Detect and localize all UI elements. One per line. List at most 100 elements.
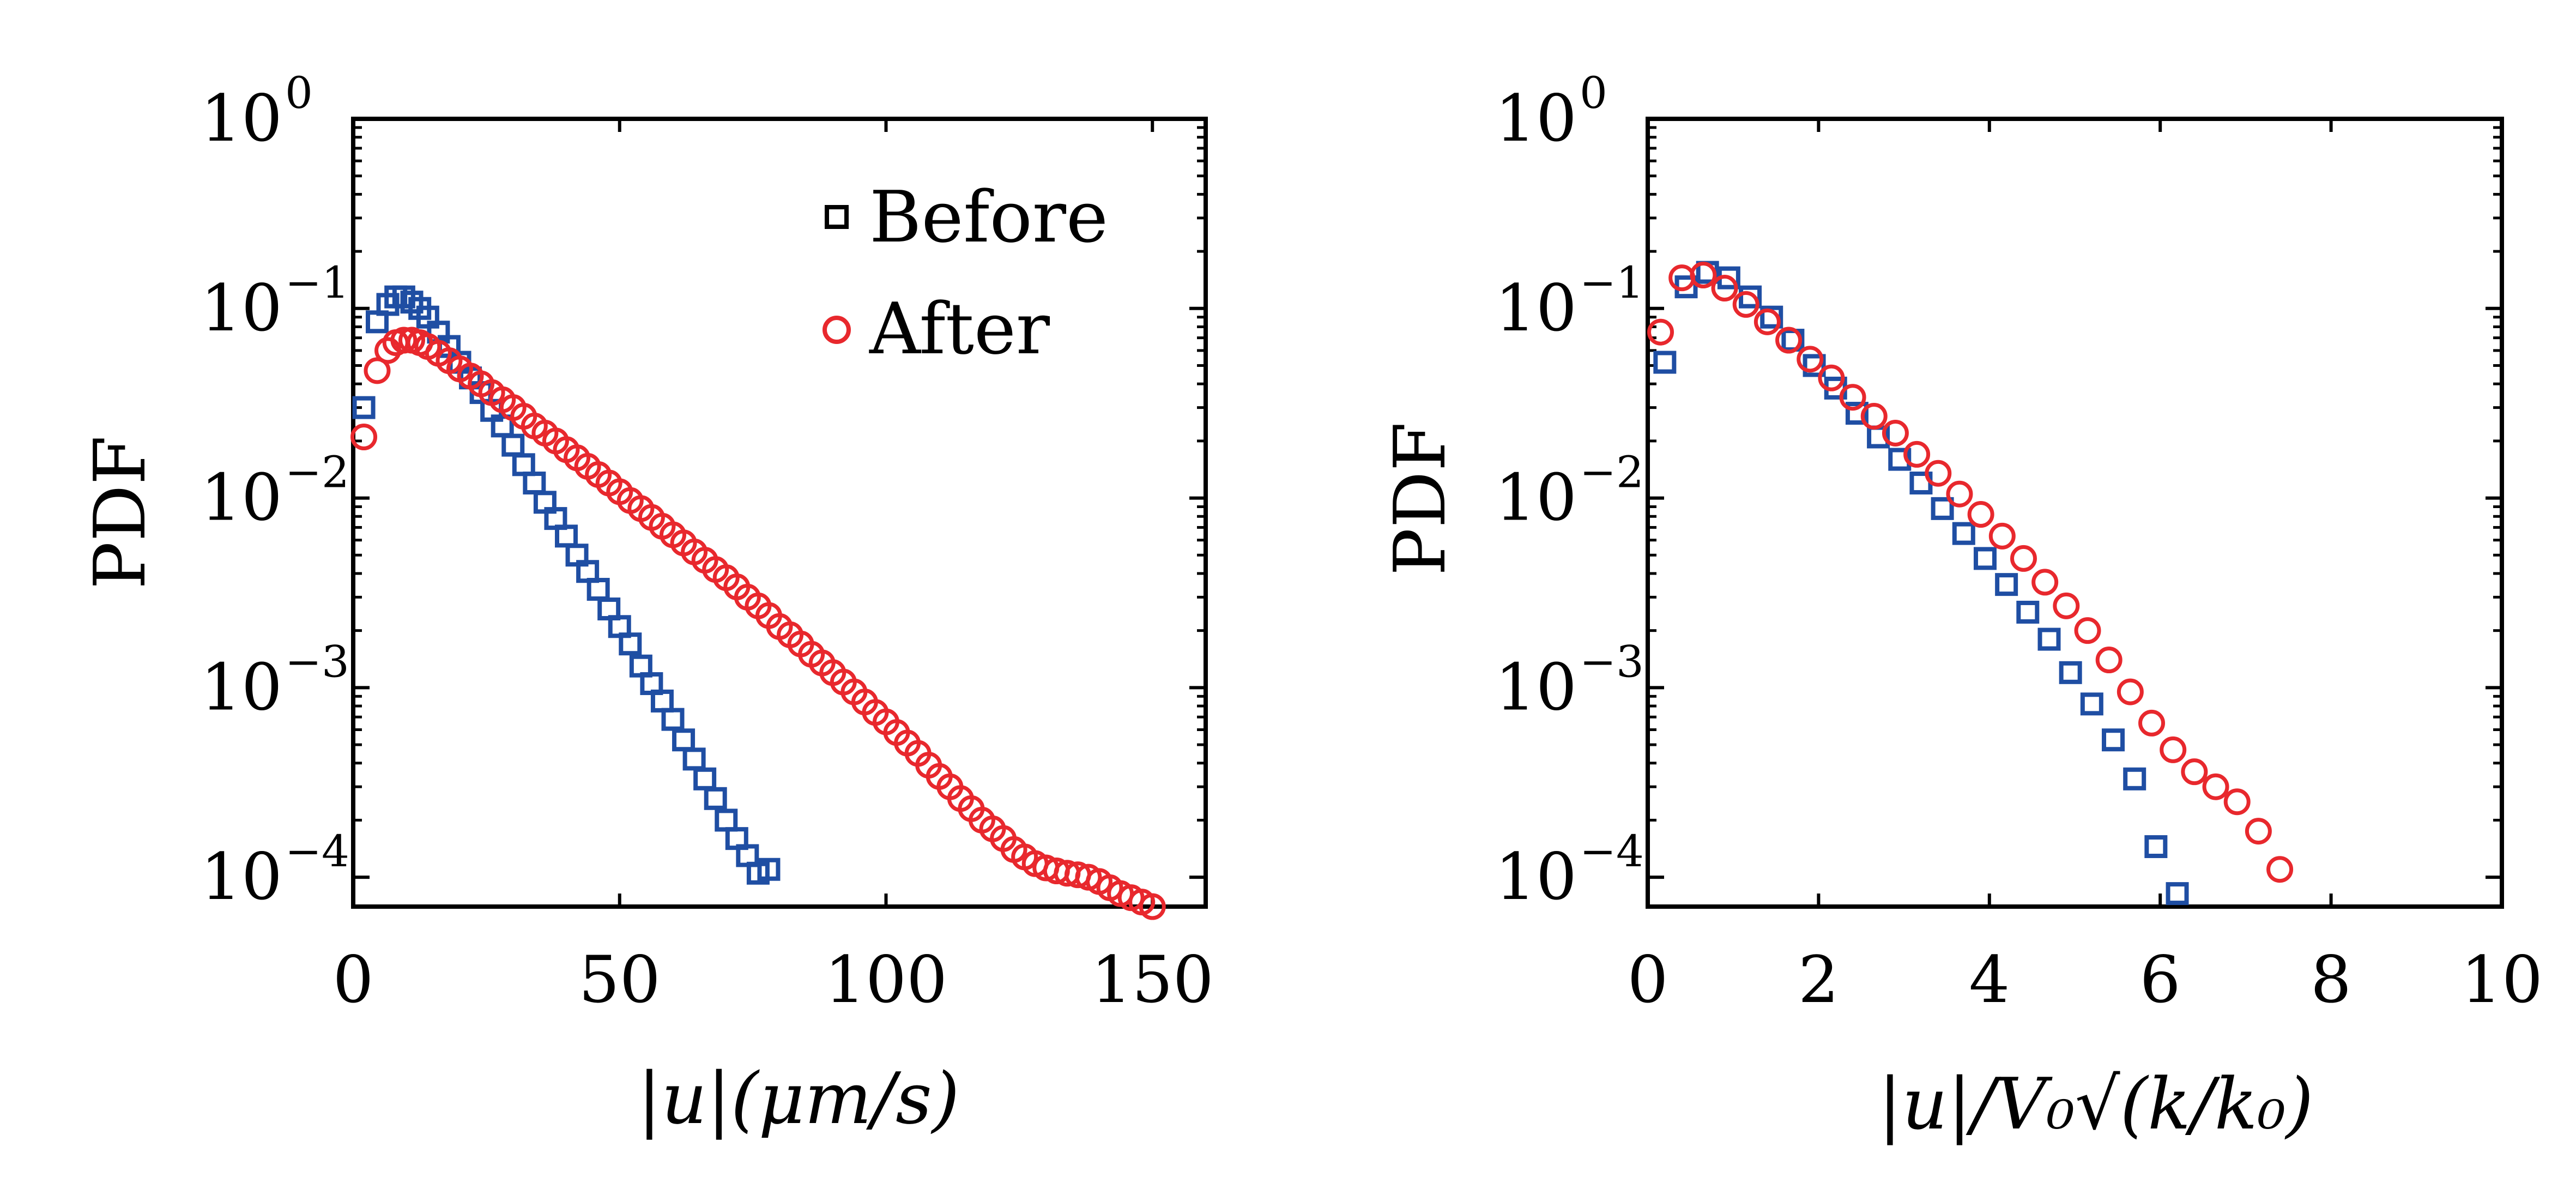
chart-right-after-point	[2202, 773, 2229, 800]
legend-before-marker	[825, 205, 849, 229]
chart-right-before-point	[2144, 835, 2168, 859]
legend-after-marker	[823, 316, 851, 344]
chart-right-before-point	[1952, 522, 1975, 545]
chart-right-before-point	[1888, 448, 1912, 471]
chart-left-axes-frame	[351, 117, 1208, 909]
chart-right-after-point	[2010, 545, 2037, 572]
chart-right-axes-frame	[1646, 117, 2504, 909]
legend-after-label: After	[869, 287, 1050, 370]
chart-left-after-point	[364, 357, 391, 384]
chart-left-ylabel: PDF	[78, 436, 161, 589]
chart-right-before-point	[1931, 497, 1954, 520]
chart-right-xlabel: |u|/V₀√(k/k₀)	[1878, 1063, 2314, 1145]
chart-right-after-point	[2138, 709, 2166, 737]
chart-right-after-point	[1946, 480, 1973, 508]
chart-left-before-point	[704, 787, 727, 810]
chart-right-after-point	[2031, 569, 2059, 596]
chart-right-before-point	[1995, 573, 2018, 596]
chart-left-xtick-label: 0	[332, 942, 373, 1017]
chart-right-after-point	[1903, 440, 1931, 468]
chart-left-before-point	[352, 396, 376, 419]
chart-right-after-point	[1882, 419, 1909, 446]
chart-left-before-point	[693, 767, 717, 790]
legend-before-label: Before	[869, 176, 1108, 258]
chart-left-before-point	[501, 433, 525, 457]
chart-left-ytick-label: 10	[201, 649, 282, 725]
chart-right-ytick-label: 10	[1495, 270, 1577, 346]
chart-right-before-point	[2059, 661, 2082, 684]
chart-right-after-point	[1753, 308, 1781, 335]
chart-left-xtick-label: 150	[1091, 942, 1214, 1017]
chart-right-before-point	[1653, 351, 1677, 374]
chart-left-after-point	[350, 424, 378, 451]
chart-left-ytick-exponent: 0	[285, 68, 313, 118]
chart-right-after-point	[1988, 522, 2016, 550]
chart-left-xlabel: |u|(μm/s)	[637, 1057, 959, 1140]
chart-right-after-point	[1797, 346, 1824, 373]
chart-right-ytick-exponent: −2	[1580, 447, 1644, 498]
chart-left-ytick-exponent: −1	[285, 257, 349, 308]
chart-right-after-point	[1925, 460, 1952, 487]
chart-right-after-point	[2074, 617, 2101, 644]
chart-right-before-point	[2016, 600, 2040, 624]
chart-right-before-point	[2102, 728, 2125, 752]
chart-right-after-point	[2160, 736, 2187, 763]
chart-left-before-point	[619, 632, 642, 656]
chart-right-after-point	[1711, 274, 1738, 301]
chart-left-ytick-exponent: −2	[285, 447, 349, 498]
chart-left-xtick-label: 50	[579, 942, 661, 1017]
chart-left-legend: Before After	[823, 176, 1108, 370]
chart-left-before-point	[672, 728, 696, 752]
chart-right-before-point	[1760, 305, 1783, 329]
chart-left-before-point	[682, 747, 706, 771]
chart-right-after-point	[2223, 788, 2251, 816]
chart-left-ytick-exponent: −3	[285, 636, 349, 687]
chart-right-before-point	[1973, 547, 1997, 570]
chart-right-after-point	[2117, 678, 2144, 705]
chart-left-before-point	[661, 708, 685, 731]
chart-left-before-point	[715, 808, 738, 832]
chart-right-after-point	[1732, 291, 1759, 318]
chart-right-ytick-exponent: −4	[1580, 826, 1644, 877]
chart-right-after-point	[1647, 318, 1674, 346]
chart-left-ytick-exponent: −4	[285, 826, 349, 877]
chart-right-ytick-label: 10	[1495, 460, 1577, 535]
chart-right-before-point	[2123, 767, 2146, 790]
chart-left-before-point	[523, 472, 546, 495]
chart-left-ytick-label: 10	[201, 839, 282, 914]
chart-right-ytick-label: 10	[1495, 649, 1577, 725]
chart-right-before-point	[2080, 692, 2103, 716]
chart-right-ytick-exponent: −1	[1580, 257, 1644, 308]
chart-right-ytick-exponent: −3	[1580, 636, 1644, 687]
chart-left-ytick-label: 10	[201, 270, 282, 346]
chart-right-after-point	[2245, 818, 2272, 845]
chart-right-after-point	[2095, 647, 2123, 674]
chart-left-ytick-label: 10	[201, 460, 282, 535]
chart-right-ytick-label: 10	[1495, 81, 1577, 156]
chart-left-before-point	[512, 453, 535, 476]
chart-right-xtick-label: 0	[1627, 942, 1668, 1017]
chart-right-after-point	[1775, 327, 1803, 354]
chart-left-ytick-label: 10	[201, 81, 282, 156]
chart-right-xtick-label: 2	[1798, 942, 1839, 1017]
chart-right-before-point	[1803, 354, 1826, 377]
chart-right-before-point	[1845, 402, 1868, 425]
chart-right-after-point	[1818, 364, 1845, 391]
chart-right-before-point	[1739, 285, 1762, 309]
chart-left-after-point	[1139, 893, 1166, 920]
chart-right-ylabel: PDF	[1378, 422, 1461, 576]
chart-right-xtick-label: 10	[2461, 942, 2543, 1017]
chart-left-xtick-label: 100	[825, 942, 947, 1017]
chart-right-xtick-label: 6	[2140, 942, 2181, 1017]
chart-right-after-point	[2181, 758, 2208, 786]
chart-right-after-point	[1839, 384, 1866, 411]
chart-right-ytick-exponent: 0	[1580, 68, 1607, 118]
chart-left-after-point	[390, 327, 418, 354]
chart-right-xtick-label: 8	[2311, 942, 2351, 1017]
chart-right-ytick-label: 10	[1495, 839, 1577, 914]
chart-right-before-point	[2166, 882, 2189, 906]
chart-right-after-point	[1860, 403, 1888, 430]
